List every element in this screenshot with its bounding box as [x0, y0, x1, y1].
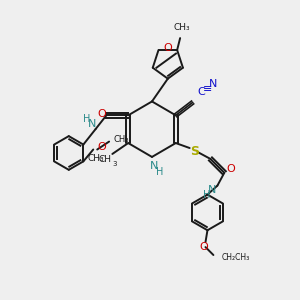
Text: O: O: [97, 109, 106, 119]
Text: O: O: [97, 142, 106, 152]
Text: O: O: [164, 43, 172, 53]
Text: ≡: ≡: [202, 83, 212, 94]
Text: S: S: [190, 146, 199, 158]
Text: 3: 3: [112, 161, 117, 167]
Text: CH: CH: [99, 155, 112, 164]
Text: CH₂CH₃: CH₂CH₃: [221, 254, 250, 262]
Text: C: C: [198, 88, 205, 98]
Text: H: H: [83, 114, 90, 124]
Text: H: H: [203, 190, 210, 200]
Text: CH₃: CH₃: [174, 23, 190, 32]
Text: N: N: [208, 184, 217, 195]
Text: N: N: [88, 119, 97, 129]
Text: O: O: [227, 164, 236, 174]
Text: CH₃: CH₃: [88, 154, 104, 164]
Text: CH₃: CH₃: [113, 135, 129, 144]
Text: N: N: [208, 79, 217, 88]
Text: H: H: [156, 167, 164, 177]
Text: O: O: [199, 242, 208, 252]
Text: N: N: [150, 161, 158, 171]
